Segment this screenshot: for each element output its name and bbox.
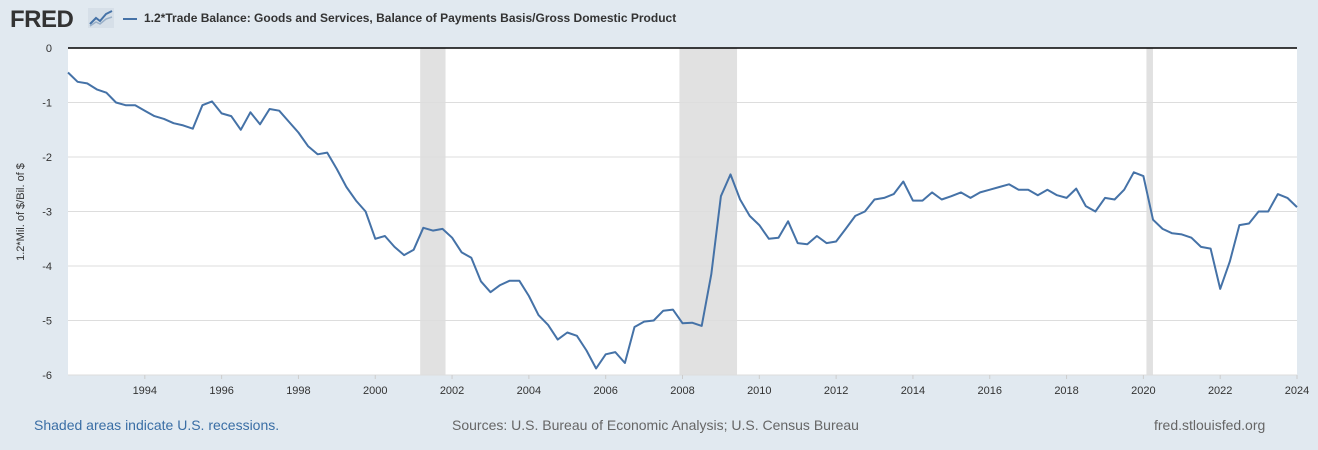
y-tick-label: -1 [42,98,52,110]
x-tick-label: 2018 [1054,385,1078,397]
x-tick-label: 1996 [209,385,233,397]
y-axis-label: 1.2*Mil. of $/Bil. of $ [15,163,27,261]
x-tick-label: 2024 [1285,385,1309,397]
x-tick-label: 2016 [978,385,1002,397]
series-title[interactable]: 1.2*Trade Balance: Goods and Services, B… [144,11,677,25]
fred-logo-graph-icon [88,8,114,28]
x-tick-label: 2014 [901,385,925,397]
recession-note[interactable]: Shaded areas indicate U.S. recessions. [34,417,280,433]
site-link[interactable]: fred.stlouisfed.org [1154,417,1266,433]
y-tick-label: -3 [42,207,52,219]
y-tick-label: -6 [42,370,52,382]
x-tick-labels: 1994 1996 1998 2000 2002 2004 2006 2008 2010 2012… [133,385,1310,397]
sources-note: Sources: U.S. Bureau of Economic Analysi… [452,417,859,433]
x-tick-label: 2006 [593,385,617,397]
x-tick-label: 2008 [670,385,694,397]
legend-line-icon [123,18,137,20]
x-tick-label: 1994 [133,385,157,397]
chart-header: FRED 1.2*Trade Balance: Goods and Servic… [0,0,1318,40]
y-tick-label: -5 [42,316,52,328]
fred-logo[interactable]: FRED [10,6,74,33]
x-tick-label: 2000 [363,385,387,397]
series-layer [67,71,1298,370]
y-tick-labels: 0 -1 -2 -3 -4 -5 -6 [42,43,52,382]
x-tick-label: 2010 [747,385,771,397]
x-tick-label: 2020 [1131,385,1155,397]
x-tick-label: 2004 [517,385,541,397]
x-tick-label: 1998 [286,385,310,397]
series-line-1[interactable] [67,71,1298,370]
x-tick-label: 2022 [1208,385,1232,397]
x-tick-label: 2012 [824,385,848,397]
y-tick-label: -2 [42,152,52,164]
y-tick-label: 0 [46,43,52,55]
y-tick-label: -4 [42,261,52,273]
x-tick-label: 2002 [440,385,464,397]
grid-lines [68,47,1298,379]
